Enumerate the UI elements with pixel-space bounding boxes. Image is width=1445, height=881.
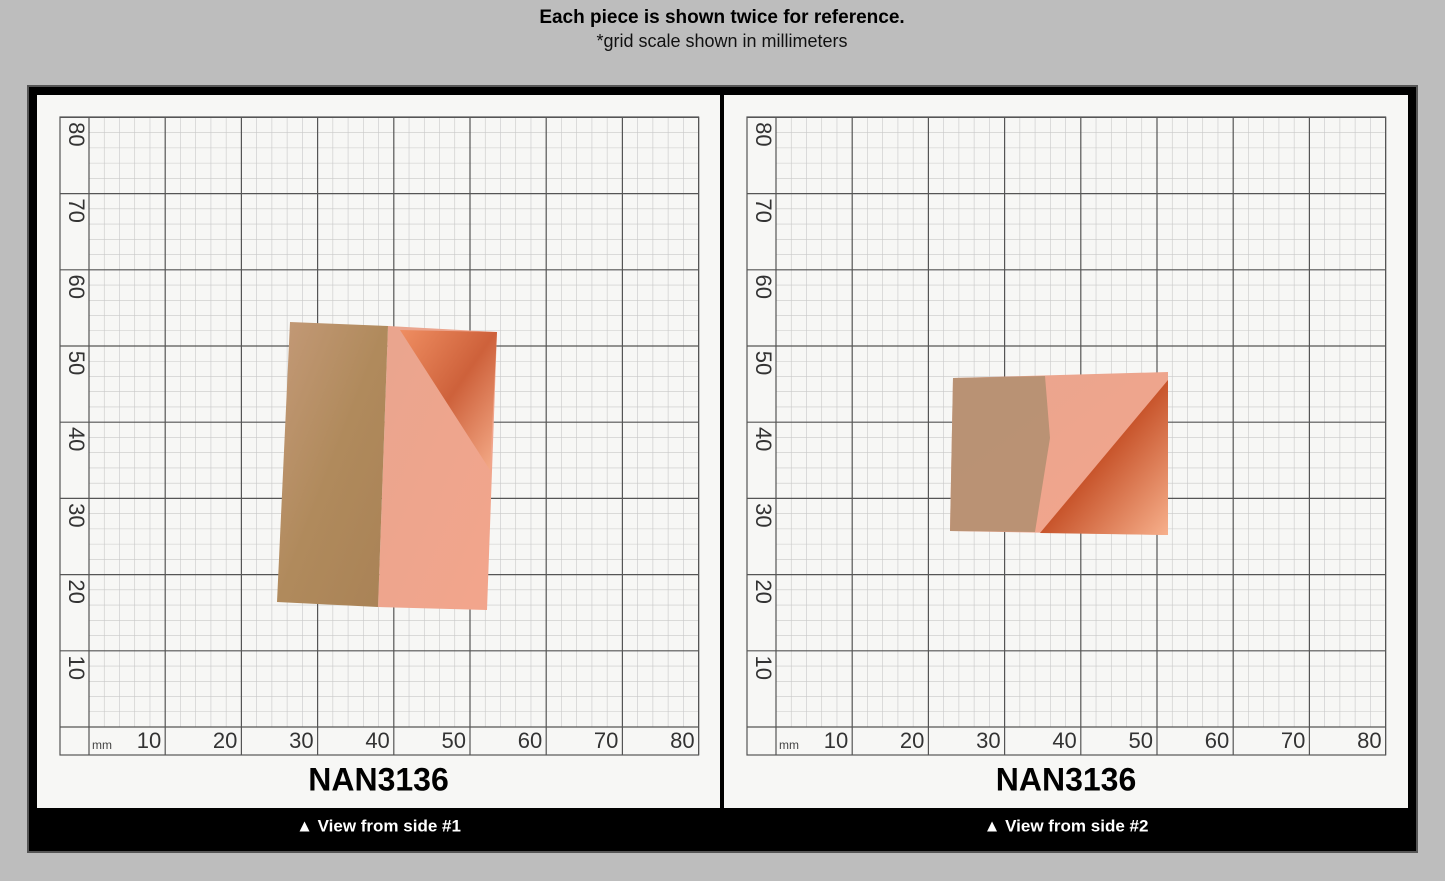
y-scale-label: 20 bbox=[751, 579, 776, 603]
y-scale-label: 30 bbox=[751, 503, 776, 527]
x-scale-label: 30 bbox=[289, 728, 313, 753]
x-scale-label: 70 bbox=[1281, 728, 1305, 753]
x-scale-label: 80 bbox=[1357, 728, 1381, 753]
x-scale-label: 10 bbox=[137, 728, 161, 753]
y-scale-label: 20 bbox=[64, 579, 89, 603]
caption: ▲ View from side #1 bbox=[296, 816, 461, 835]
subtitle: *grid scale shown in millimeters bbox=[596, 31, 847, 51]
x-scale-label: 70 bbox=[594, 728, 618, 753]
stone-side-2 bbox=[950, 372, 1168, 535]
y-scale-label: 70 bbox=[751, 198, 776, 222]
x-scale-label: 60 bbox=[1205, 728, 1229, 753]
sku-label: NAN3136 bbox=[996, 761, 1137, 797]
x-scale-label: 40 bbox=[365, 728, 389, 753]
y-scale-label: 30 bbox=[64, 503, 89, 527]
x-scale-label: 30 bbox=[976, 728, 1000, 753]
y-scale-label: 60 bbox=[751, 275, 776, 299]
y-scale-label: 50 bbox=[64, 351, 89, 375]
y-scale-label: 80 bbox=[64, 122, 89, 146]
x-scale-label: 20 bbox=[900, 728, 924, 753]
y-scale-label: 60 bbox=[64, 275, 89, 299]
y-scale-label: 80 bbox=[751, 122, 776, 146]
unit-label: mm bbox=[779, 738, 799, 752]
sku-label: NAN3136 bbox=[308, 761, 449, 797]
x-scale-label: 80 bbox=[670, 728, 694, 753]
y-scale-label: 50 bbox=[751, 351, 776, 375]
y-scale-label: 40 bbox=[751, 427, 776, 451]
title: Each piece is shown twice for reference. bbox=[539, 7, 904, 28]
x-scale-label: 20 bbox=[213, 728, 237, 753]
x-scale-label: 50 bbox=[442, 728, 466, 753]
y-scale-label: 10 bbox=[751, 656, 776, 680]
x-scale-label: 60 bbox=[518, 728, 542, 753]
x-scale-label: 50 bbox=[1129, 728, 1153, 753]
caption: ▲ View from side #2 bbox=[984, 816, 1149, 835]
y-scale-label: 70 bbox=[64, 198, 89, 222]
stone-side-1 bbox=[277, 322, 497, 610]
y-scale-label: 10 bbox=[64, 656, 89, 680]
unit-label: mm bbox=[92, 738, 112, 752]
x-scale-label: 10 bbox=[824, 728, 848, 753]
x-scale-label: 40 bbox=[1052, 728, 1076, 753]
y-scale-label: 40 bbox=[64, 427, 89, 451]
